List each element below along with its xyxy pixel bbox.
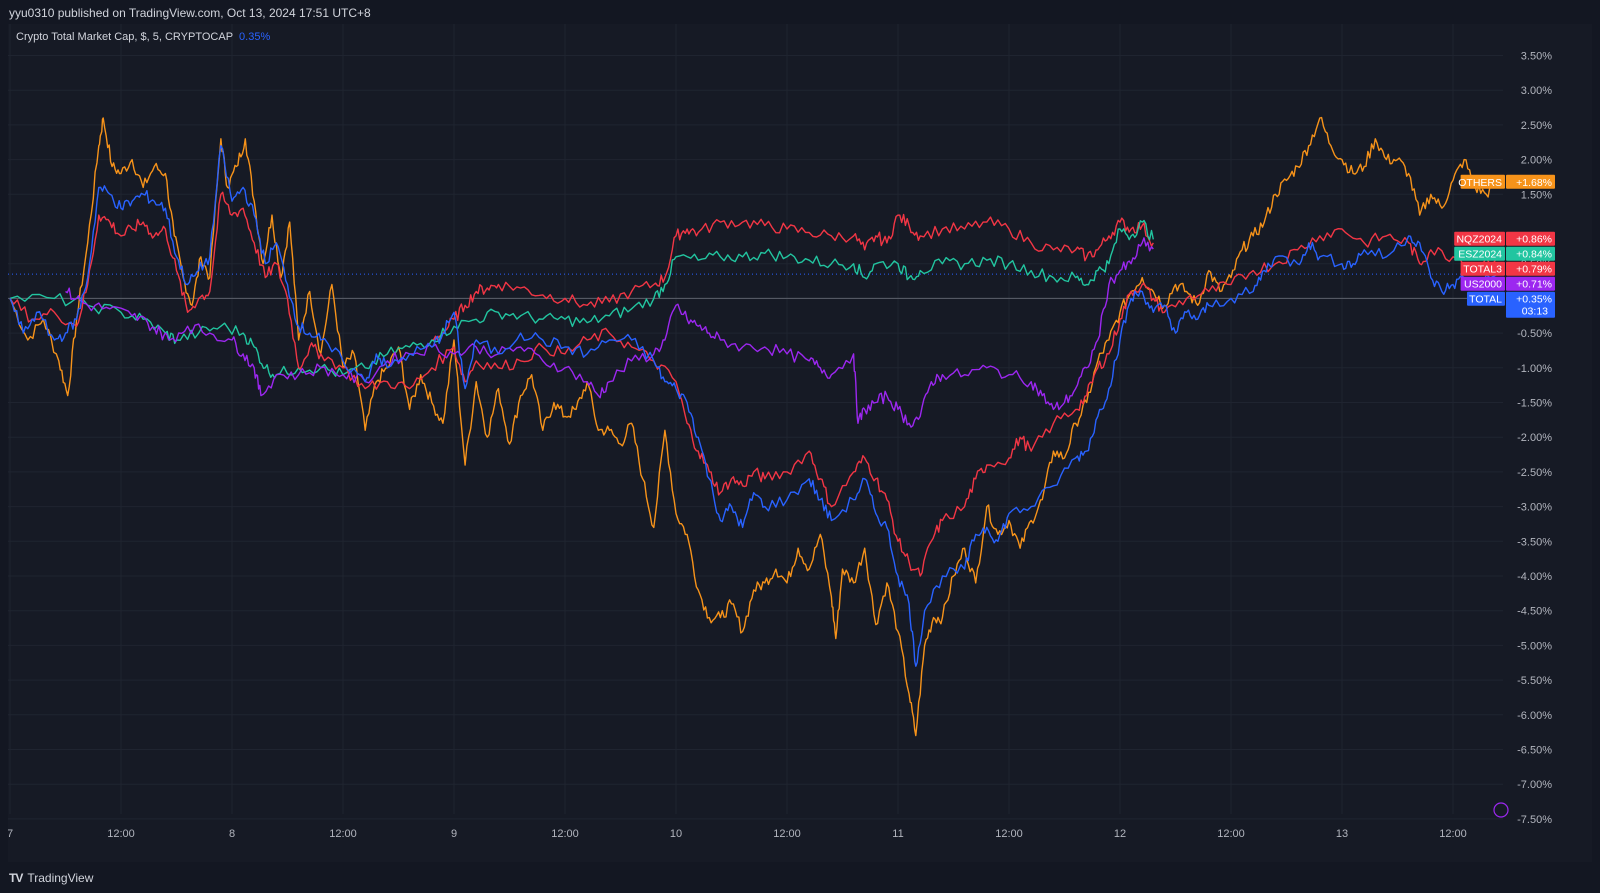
x-tick-label: 12:00: [995, 828, 1023, 840]
price-tag-value-bg: [1506, 276, 1555, 291]
x-tick-label: 11: [892, 828, 903, 840]
x-tick-label: 12:00: [329, 828, 357, 840]
price-tag-name-bg: [1460, 276, 1505, 291]
price-tag-value-bg: [1506, 291, 1555, 318]
y-tick-label: -3.50%: [1517, 536, 1552, 548]
y-tick-label: -2.50%: [1517, 467, 1552, 479]
price-tag-nqz2024[interactable]: NQZ2024 +0.86%: [1454, 231, 1555, 246]
y-tick-label: -3.00%: [1517, 502, 1552, 514]
alert-indicator-icon: [1493, 802, 1509, 818]
price-tag-value-bg: [1506, 261, 1555, 276]
y-tick-label: 2.00%: [1521, 155, 1552, 167]
price-tag-esz2024[interactable]: ESZ2024 +0.84%: [1454, 246, 1555, 261]
legend-value: 0.35%: [239, 31, 271, 43]
price-tag-total[interactable]: TOTAL +0.35%03:13: [1467, 291, 1555, 318]
y-tick-label: -1.50%: [1517, 398, 1552, 410]
legend-symbol: Crypto Total Market Cap, $, 5, CRYPTOCAP: [16, 31, 234, 43]
price-tag-name: OTHERS: [1458, 177, 1502, 189]
price-tag-value: +1.68%: [1516, 177, 1552, 189]
y-tick-label: -7.50%: [1517, 814, 1552, 826]
y-tick-label: -4.00%: [1517, 571, 1552, 583]
y-tick-label: 3.50%: [1521, 51, 1552, 63]
price-tag-value-bg: [1506, 174, 1555, 189]
brand-name: TradingView: [27, 871, 94, 885]
bottom-bar: TV TradingView: [0, 863, 1600, 893]
price-tag-value: +0.71%: [1516, 279, 1552, 291]
x-tick-label: 12: [1114, 828, 1126, 840]
price-tag-others[interactable]: OTHERS +1.68%: [1458, 174, 1555, 189]
price-tag-countdown: 03:13: [1522, 306, 1548, 318]
y-tick-label: -5.00%: [1517, 640, 1552, 652]
x-tick-label: 13: [1336, 828, 1348, 840]
series-line-us2000: [65, 237, 1154, 428]
price-tag-name-bg: [1454, 231, 1505, 246]
x-tick-label: 12:00: [1439, 828, 1467, 840]
price-tag-name-bg: [1454, 246, 1505, 261]
symbol-legend[interactable]: Crypto Total Market Cap, $, 5, CRYPTOCAP…: [16, 31, 270, 43]
price-tag-value: +0.35%: [1516, 294, 1552, 306]
x-tick-label: 12:00: [551, 828, 579, 840]
y-tick-label: -4.50%: [1517, 606, 1552, 618]
series-line-total: [9, 145, 1498, 667]
price-tag-name: TOTAL: [1469, 294, 1502, 306]
series-line-nqz2024: [431, 213, 1154, 341]
price-tag-value-bg: [1506, 231, 1555, 246]
price-tag-name-bg: [1460, 261, 1505, 276]
price-tag-name: NQZ2024: [1456, 234, 1502, 246]
price-tag-value: +0.84%: [1516, 249, 1552, 261]
series-line-total3: [9, 191, 1498, 577]
x-tick-label: 9: [451, 828, 457, 840]
x-tick-label: 12:00: [107, 828, 135, 840]
y-tick-label: -7.00%: [1517, 779, 1552, 791]
price-tag-value: +0.79%: [1516, 264, 1552, 276]
chart-area[interactable]: 3.50%3.00%2.50%2.00%1.50%0.50%0.00%-0.50…: [8, 24, 1592, 862]
y-tick-label: -6.50%: [1517, 745, 1552, 757]
price-tag-name: ESZ2024: [1458, 249, 1502, 261]
x-tick-label: 7: [8, 828, 13, 840]
price-tag-name: US2000: [1464, 279, 1502, 291]
price-tag-value-bg: [1506, 246, 1555, 261]
price-tag-total3[interactable]: TOTAL3 +0.79%: [1460, 261, 1555, 276]
series-line-others: [9, 116, 1498, 737]
x-tick-label: 8: [229, 828, 235, 840]
plot-background: [8, 24, 1592, 862]
tradingview-logo-icon: TV: [9, 871, 23, 885]
x-tick-label: 12:00: [773, 828, 801, 840]
tradingview-brand[interactable]: TV TradingView: [9, 871, 93, 885]
price-tag-us2000[interactable]: US2000 +0.71%: [1460, 276, 1555, 291]
price-tag-name: TOTAL3: [1463, 264, 1502, 276]
publisher-info: yyu0310 published on TradingView.com, Oc…: [9, 6, 371, 20]
x-tick-label: 12:00: [1217, 828, 1245, 840]
chart-svg[interactable]: 3.50%3.00%2.50%2.00%1.50%0.50%0.00%-0.50…: [8, 24, 1592, 862]
price-tag-name-bg: [1460, 174, 1505, 189]
y-tick-label: 1.50%: [1521, 189, 1552, 201]
price-tag-name-bg: [1467, 291, 1505, 306]
series-line-esz2024: [9, 219, 1154, 379]
y-tick-label: -6.00%: [1517, 710, 1552, 722]
y-tick-label: -5.50%: [1517, 675, 1552, 687]
y-tick-label: -0.50%: [1517, 328, 1552, 340]
y-tick-label: 2.50%: [1521, 120, 1552, 132]
y-tick-label: 3.00%: [1521, 85, 1552, 97]
y-tick-label: -1.00%: [1517, 363, 1552, 375]
y-tick-label: -2.00%: [1517, 432, 1552, 444]
top-bar: yyu0310 published on TradingView.com, Oc…: [0, 0, 1600, 26]
price-tag-value: +0.86%: [1516, 234, 1552, 246]
x-tick-label: 10: [670, 828, 682, 840]
